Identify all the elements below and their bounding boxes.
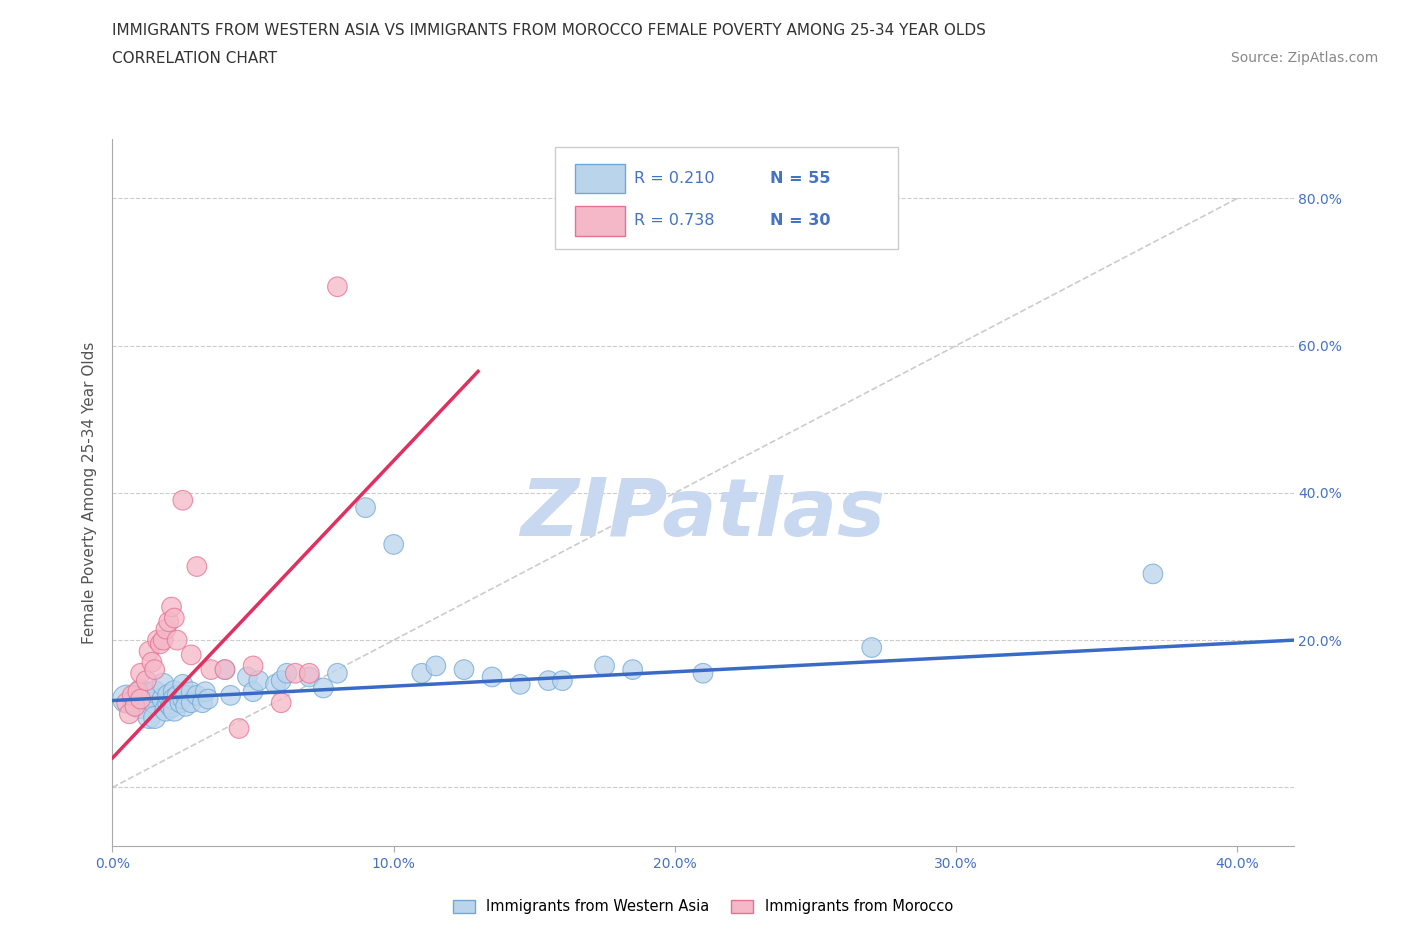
FancyBboxPatch shape [575, 164, 626, 193]
Point [138, 710, 160, 724]
Point [163, 692, 186, 707]
Point [143, 662, 166, 677]
Point [163, 703, 186, 718]
Point [236, 670, 259, 684]
Point [242, 684, 264, 699]
Point [354, 500, 377, 515]
Point [214, 662, 236, 677]
Point [152, 677, 174, 692]
Point [382, 537, 405, 551]
Y-axis label: Female Poverty Among 25-34 Year Olds: Female Poverty Among 25-34 Year Olds [82, 341, 97, 644]
Point [152, 632, 174, 647]
Point [298, 670, 321, 684]
Point [242, 658, 264, 673]
Point [138, 644, 160, 658]
Text: N = 30: N = 30 [770, 213, 831, 228]
Text: ZIPatlas: ZIPatlas [520, 475, 886, 553]
Point [172, 677, 194, 692]
Point [155, 703, 177, 718]
Point [481, 670, 503, 684]
Point [129, 699, 152, 714]
FancyBboxPatch shape [575, 206, 626, 235]
Text: IMMIGRANTS FROM WESTERN ASIA VS IMMIGRANTS FROM MOROCCO FEMALE POVERTY AMONG 25-: IMMIGRANTS FROM WESTERN ASIA VS IMMIGRAN… [112, 23, 987, 38]
Point [537, 673, 560, 688]
Point [180, 696, 202, 711]
Point [270, 696, 292, 711]
Point [200, 662, 222, 677]
Point [194, 684, 217, 699]
Point [276, 666, 298, 681]
Point [163, 684, 186, 699]
Point [143, 710, 166, 724]
Point [129, 666, 152, 681]
Point [172, 692, 194, 707]
Point [157, 615, 180, 630]
Point [163, 611, 186, 626]
Point [593, 658, 616, 673]
Point [129, 692, 152, 707]
Point [115, 696, 138, 711]
Point [425, 658, 447, 673]
Point [166, 688, 188, 703]
Point [160, 699, 183, 714]
Point [149, 636, 172, 651]
Point [247, 673, 270, 688]
Point [124, 699, 146, 714]
Point [219, 688, 242, 703]
Point [143, 684, 166, 699]
Point [312, 681, 335, 696]
Point [180, 647, 202, 662]
Point [326, 279, 349, 294]
Point [166, 632, 188, 647]
Point [169, 696, 191, 711]
Point [124, 696, 146, 711]
Point [160, 600, 183, 615]
Point [146, 632, 169, 647]
Point [174, 688, 197, 703]
Point [157, 688, 180, 703]
Point [509, 677, 531, 692]
Point [191, 696, 214, 711]
Text: R = 0.738: R = 0.738 [634, 213, 716, 228]
Point [155, 621, 177, 636]
Point [135, 688, 157, 703]
Legend: Immigrants from Western Asia, Immigrants from Morocco: Immigrants from Western Asia, Immigrants… [447, 894, 959, 921]
Point [453, 662, 475, 677]
Point [197, 692, 219, 707]
Point [141, 655, 163, 670]
Point [157, 696, 180, 711]
Text: N = 55: N = 55 [770, 171, 831, 186]
Point [186, 688, 208, 703]
Point [129, 684, 152, 699]
Point [115, 692, 138, 707]
Point [692, 666, 714, 681]
Point [118, 707, 141, 722]
Point [270, 673, 292, 688]
Point [143, 696, 166, 711]
Point [127, 684, 149, 699]
Point [152, 692, 174, 707]
Point [411, 666, 433, 681]
Point [228, 721, 250, 736]
Point [174, 699, 197, 714]
Point [1142, 566, 1164, 581]
FancyBboxPatch shape [555, 147, 898, 249]
Point [135, 673, 157, 688]
Point [298, 666, 321, 681]
Point [284, 666, 307, 681]
Point [214, 662, 236, 677]
Point [860, 640, 883, 655]
Text: CORRELATION CHART: CORRELATION CHART [112, 51, 277, 66]
Point [264, 677, 287, 692]
Text: Source: ZipAtlas.com: Source: ZipAtlas.com [1230, 51, 1378, 65]
Point [551, 673, 574, 688]
Text: R = 0.210: R = 0.210 [634, 171, 716, 186]
Point [180, 684, 202, 699]
Point [121, 688, 143, 703]
Point [172, 493, 194, 508]
Point [186, 559, 208, 574]
Point [326, 666, 349, 681]
Point [621, 662, 644, 677]
